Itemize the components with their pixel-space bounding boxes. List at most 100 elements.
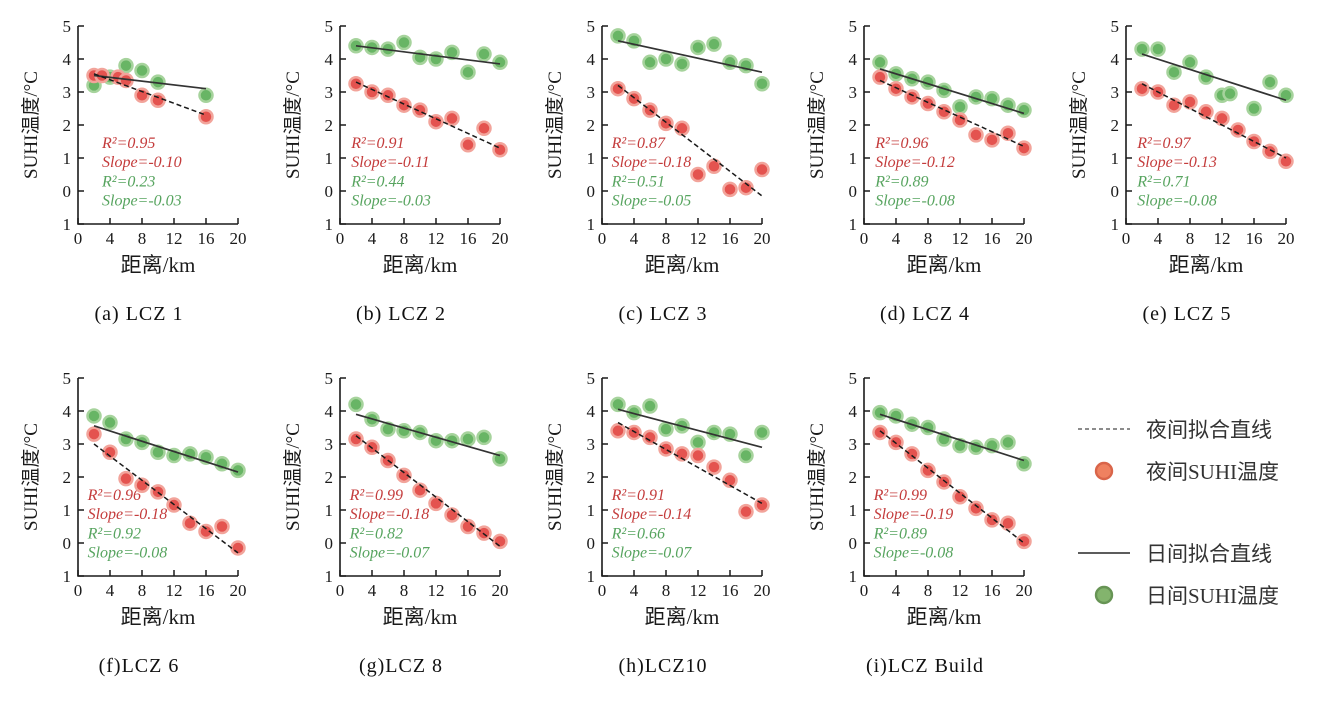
night-point [706, 459, 722, 475]
y-axis-label: SUHI温度/°C [282, 71, 304, 179]
day-fit-line [879, 413, 1025, 462]
panel-e-caption: (e) LCZ 5 [1142, 303, 1232, 325]
night-point [348, 76, 364, 92]
x-tick-label: 4 [630, 581, 639, 600]
x-tick-label: 12 [428, 581, 445, 600]
day-point [642, 398, 658, 414]
night-point [1182, 94, 1198, 110]
panel-h: 5 4 3 2 1 0 1 0 4 8 12 16 20 SUHI温度/°C 距离/km R²=0.91 Slo… [544, 366, 806, 678]
night-point [904, 446, 920, 462]
y-tick-label: 3 [63, 435, 72, 454]
y-tick-label: 5 [587, 369, 596, 388]
y-tick-label: 4 [849, 402, 858, 421]
night-point [444, 110, 460, 127]
stats-text: R²=0.91 [611, 487, 665, 504]
night-fit-line [355, 435, 501, 547]
night-point [198, 109, 214, 125]
x-tick-label: 20 [230, 229, 247, 248]
night-point [610, 80, 626, 97]
panel-d: 5 4 3 2 1 0 1 0 4 8 12 16 20 SUHI温度/°C 距离/km R²=0.96 Slo… [806, 14, 1068, 326]
day-point [872, 404, 888, 421]
stats-text: Slope=-0.08 [874, 545, 954, 562]
night-point [968, 127, 984, 143]
day-point [118, 57, 134, 74]
night-point [952, 112, 968, 128]
legend-item-night-fit: 夜间拟合直线 [1076, 414, 1316, 444]
y-axis-label: SUHI温度/°C [20, 423, 42, 531]
x-tick-label: 12 [690, 581, 707, 600]
y-tick-label: 3 [587, 83, 596, 102]
stats-text: Slope=-0.07 [350, 545, 431, 562]
bottom-row: 5 4 3 2 1 0 1 0 4 8 12 16 20 SUHI温度/°C 距离/km R²=0.96 Slo… [0, 366, 1335, 678]
legend-spacer [1076, 498, 1316, 538]
y-tick-label: 1 [849, 149, 858, 168]
x-tick-label: 0 [1122, 229, 1131, 248]
y-tick-label: 5 [325, 17, 334, 36]
stats-text: Slope=-0.08 [1137, 193, 1217, 210]
top-row: 5 4 3 2 1 0 1 0 4 8 12 16 20 SUHI温度/°C 距离/km R²=0.95 Slo… [0, 0, 1335, 326]
y-tick-label: 4 [63, 402, 72, 421]
day-point [674, 56, 690, 72]
stats-text: R²=0.89 [873, 525, 927, 542]
day-point [1000, 97, 1016, 113]
y-tick-label: 4 [63, 50, 72, 69]
night-point-sample-icon [1094, 461, 1114, 481]
day-point [738, 447, 754, 464]
stats-text: Slope=-0.13 [1137, 154, 1217, 171]
night-point [198, 523, 214, 540]
day-point [690, 39, 706, 56]
night-point [460, 518, 476, 535]
day-point [198, 87, 214, 104]
night-point [674, 446, 690, 462]
x-tick-label: 8 [138, 229, 147, 248]
day-point [492, 451, 508, 467]
x-tick-label: 8 [924, 581, 933, 600]
x-tick-label: 0 [598, 229, 607, 248]
y-tick-label: 4 [1111, 50, 1120, 69]
night-point [738, 503, 754, 520]
panel-f-caption: (f)LCZ 6 [98, 655, 180, 677]
x-tick-label: 8 [400, 581, 409, 600]
x-tick-label: 16 [460, 229, 477, 248]
panel-g: 5 4 3 2 1 0 1 0 4 8 12 16 20 SUHI温度/°C 距离/km R²=0.99 Slo… [282, 366, 544, 678]
y-tick-label: 5 [587, 17, 596, 36]
legend-label-day-fit: 日间拟合直线 [1146, 542, 1272, 566]
x-tick-label: 0 [336, 581, 345, 600]
legend-label-night-point: 夜间SUHI温度 [1146, 460, 1280, 484]
night-point [492, 533, 508, 550]
x-axis-label: 距离/km [121, 253, 196, 277]
day-point [690, 434, 706, 451]
night-point [1198, 104, 1214, 120]
x-axis-label: 距离/km [645, 253, 720, 277]
x-tick-label: 20 [492, 581, 509, 600]
y-tick-label: 2 [849, 468, 858, 487]
x-tick-label: 8 [924, 229, 933, 248]
y-tick-label: 0 [63, 182, 72, 201]
y-tick-label: 3 [63, 83, 72, 102]
day-fit-line [93, 425, 239, 473]
bottom-row-panels: 5 4 3 2 1 0 1 0 4 8 12 16 20 SUHI温度/°C 距离/km R²=0.96 Slo… [20, 366, 1068, 678]
day-point [1000, 434, 1016, 451]
y-tick-label: 2 [325, 116, 334, 135]
night-point [658, 115, 674, 132]
night-point [984, 512, 1000, 528]
y-tick-label: 1 [325, 501, 334, 520]
y-tick-label: 4 [587, 50, 596, 69]
night-fit-line [879, 430, 1025, 544]
x-tick-label: 12 [1214, 229, 1231, 248]
y-tick-label: 0 [849, 182, 858, 201]
night-point [722, 181, 738, 198]
stats-text: Slope=-0.08 [875, 193, 955, 210]
stats-text: Slope=-0.03 [351, 193, 431, 210]
day-point [754, 424, 770, 441]
night-point [396, 97, 412, 113]
stats-text: R²=0.99 [349, 487, 403, 504]
x-axis-label: 距离/km [907, 605, 982, 629]
stats-text: R²=0.96 [87, 487, 141, 504]
day-point [214, 456, 230, 472]
night-point [428, 113, 444, 130]
night-point [102, 444, 118, 460]
